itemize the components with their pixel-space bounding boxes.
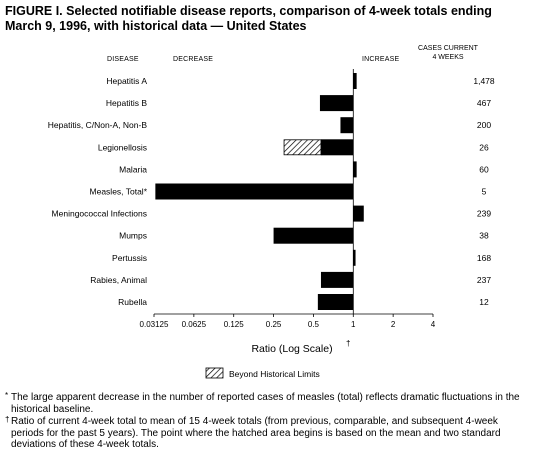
- disease-label: Measles, Total*: [90, 187, 148, 197]
- disease-label: Pertussis: [112, 253, 147, 263]
- cases-count: 168: [477, 253, 491, 263]
- disease-label: Hepatitis B: [106, 98, 147, 108]
- cases-header-line-2: 4 WEEKS: [432, 54, 464, 61]
- footnotes: * The large apparent decrease in the num…: [5, 391, 531, 452]
- disease-label: Rubella: [118, 297, 147, 307]
- disease-label: Legionellosis: [98, 142, 147, 152]
- footnote-ratio: † Ratio of current 4-week total to mean …: [5, 415, 531, 451]
- figure-title-line-2: March 9, 1996, with historical data — Un…: [5, 19, 307, 33]
- disease-label: Meningococcal Infections: [52, 209, 147, 219]
- disease-label: Malaria: [119, 164, 147, 174]
- cases-count: 237: [477, 275, 491, 285]
- cases-column-header: CASES CURRENT 4 WEEKS: [412, 44, 484, 62]
- ratio-bar: [353, 205, 364, 222]
- increase-header: INCREASE: [362, 56, 400, 63]
- ratio-bar: [353, 249, 356, 266]
- x-tick-label: 1: [351, 320, 356, 329]
- disease-label: Hepatitis, C/Non-A, Non-B: [48, 120, 148, 130]
- figure-title: FIGURE I. Selected notifiable disease re…: [5, 4, 533, 34]
- footnote-measles: * The large apparent decrease in the num…: [5, 391, 531, 415]
- cases-count: 239: [477, 209, 491, 219]
- disease-label: Mumps: [119, 231, 147, 241]
- footnote-text: The large apparent decrease in the numbe…: [11, 392, 520, 415]
- x-axis-label: Ratio (Log Scale): [251, 343, 332, 355]
- ratio-bar: [320, 139, 354, 156]
- cases-count: 200: [477, 120, 491, 130]
- ratio-bar: [155, 183, 354, 200]
- x-tick-label: 0.125: [224, 320, 245, 329]
- ratio-bar: [317, 294, 354, 310]
- cases-count: 5: [482, 187, 487, 197]
- disease-column-header: DISEASE: [107, 56, 139, 63]
- cases-count: 12: [479, 297, 489, 307]
- x-tick-label: 2: [391, 320, 396, 329]
- ratio-bar: [353, 161, 357, 178]
- cases-count: 60: [479, 164, 489, 174]
- x-tick-label: 0.03125: [140, 320, 169, 329]
- ratio-bar: [340, 117, 354, 134]
- ratio-bar: [320, 271, 354, 288]
- footnote-text: Ratio of current 4-week total to mean of…: [11, 416, 501, 450]
- x-tick-label: 4: [431, 320, 436, 329]
- footnote-symbol: †: [5, 415, 10, 424]
- beyond-limits-hatch: [283, 139, 322, 156]
- figure-title-line-1: FIGURE I. Selected notifiable disease re…: [5, 4, 492, 18]
- disease-label: Hepatitis A: [106, 76, 147, 86]
- legend-hatch-swatch: [205, 367, 224, 379]
- x-axis-label-mark: †: [346, 339, 350, 348]
- cases-count: 38: [479, 231, 489, 241]
- footnote-symbol: *: [5, 391, 9, 400]
- x-tick-label: 0.5: [308, 320, 320, 329]
- ratio-bar: [319, 95, 354, 112]
- decrease-header: DECREASE: [173, 56, 214, 63]
- cases-count: 467: [477, 98, 491, 108]
- cases-header-line-1: CASES CURRENT: [418, 45, 478, 52]
- cases-count: 26: [479, 142, 489, 152]
- ratio-bar: [273, 227, 354, 244]
- cases-count: 1,478: [473, 76, 495, 86]
- ratio-bar: [353, 73, 357, 89]
- legend-label: Beyond Historical Limits: [229, 369, 320, 379]
- disease-label: Rabies, Animal: [90, 275, 147, 285]
- x-tick-label: 0.0625: [182, 320, 207, 329]
- x-tick-label: 0.25: [266, 320, 282, 329]
- ratio-bar-chart: Hepatitis A 1,478 Hepatitis B 467 Hepatitis,…: [48, 69, 495, 379]
